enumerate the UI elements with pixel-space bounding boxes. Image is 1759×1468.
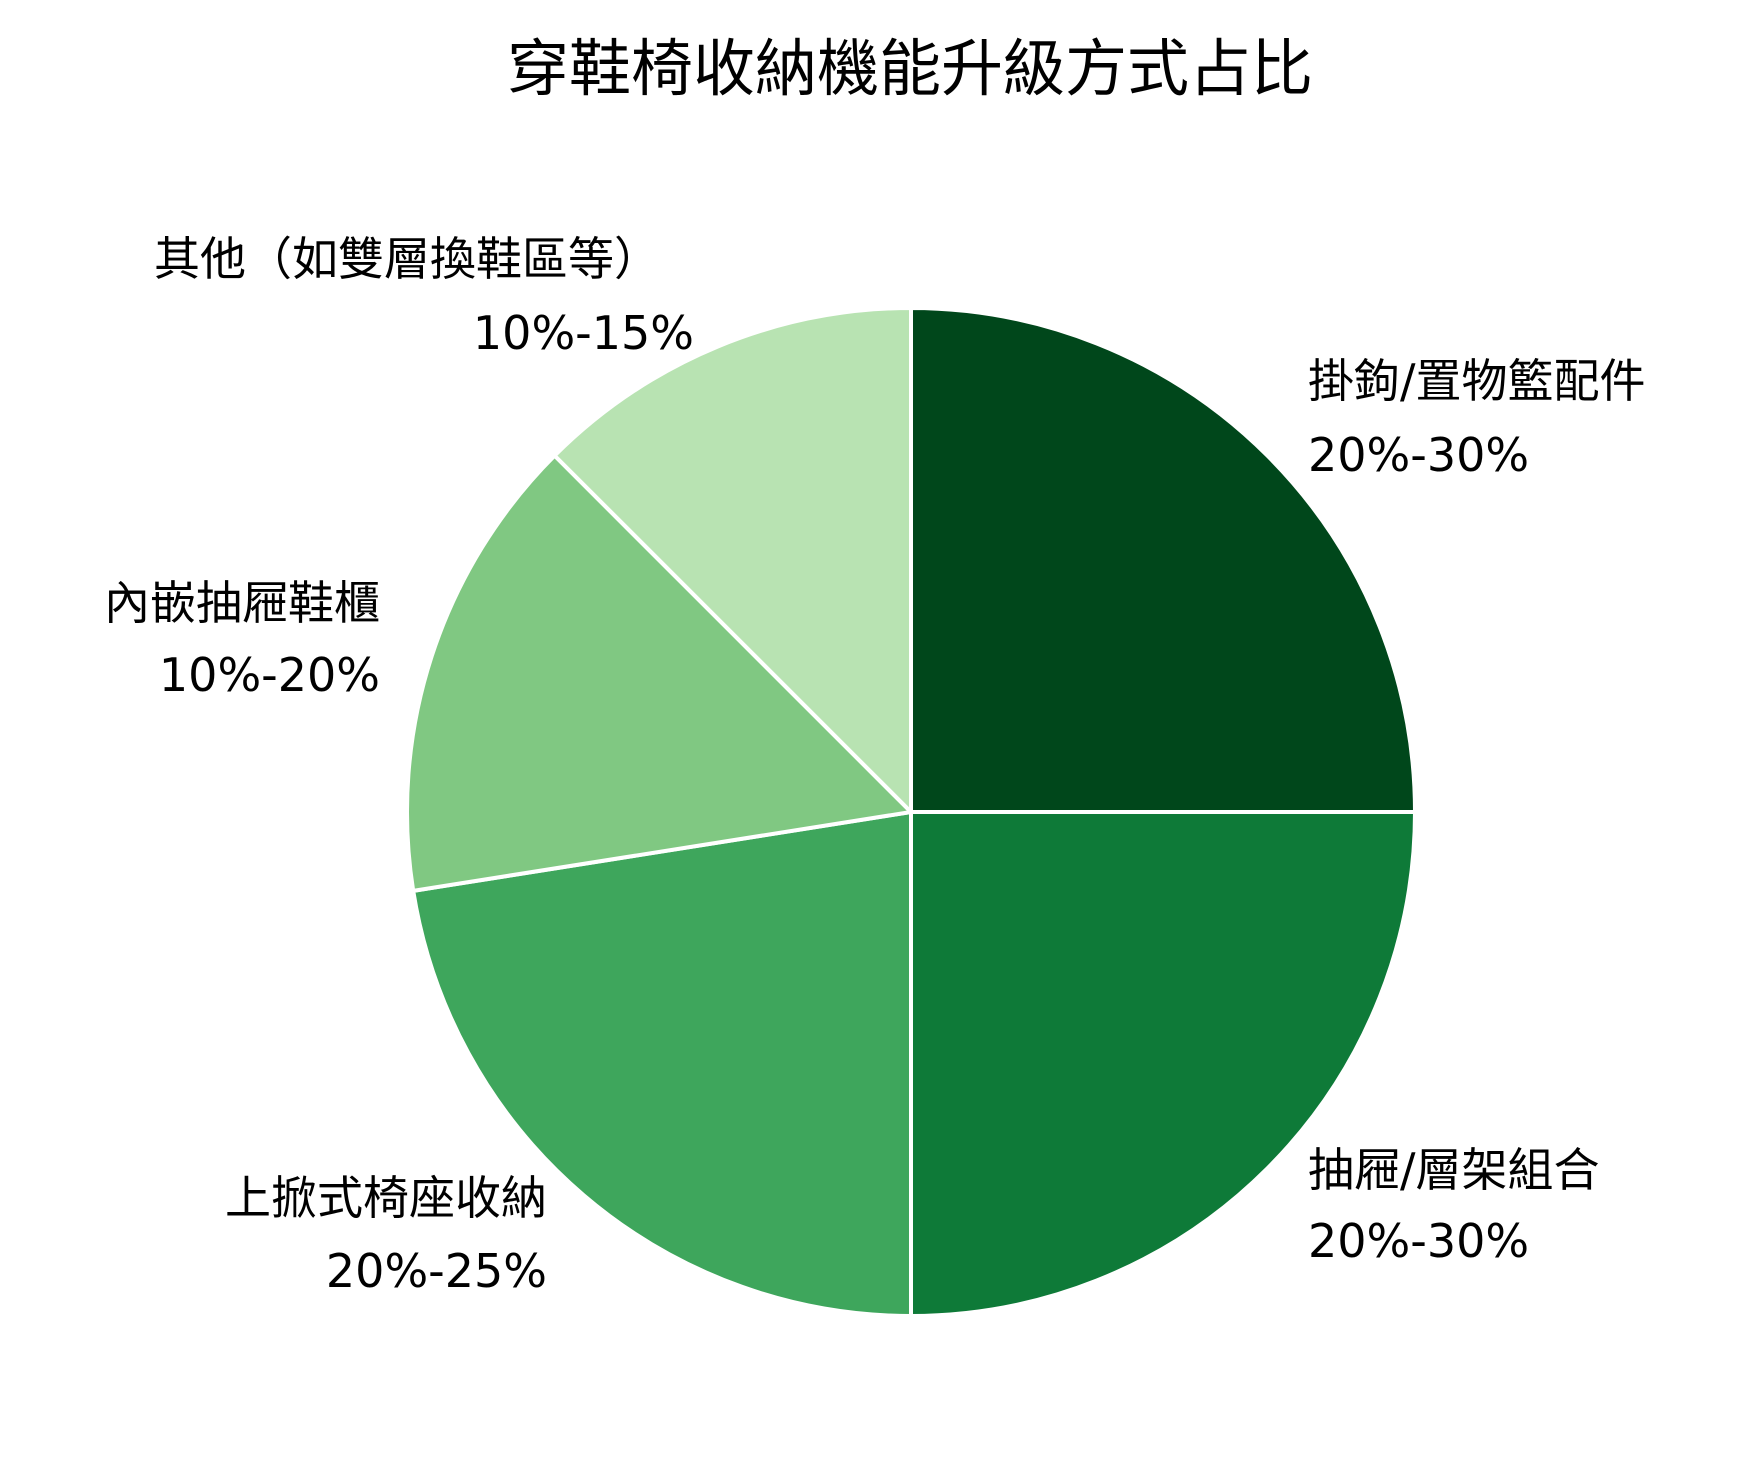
pie-slice-4 (552, 306, 913, 814)
slice-value-lift-seat: 20%-25% (326, 1244, 547, 1298)
chart-title: 穿鞋椅收納機能升級方式占比 (507, 32, 1313, 105)
slice-value-hooks: 20%-30% (1308, 428, 1529, 482)
slice-label-built-in-drawer: 內嵌抽屜鞋櫃 (104, 576, 380, 630)
pie-slice-1 (909, 810, 1417, 1318)
slice-value-built-in-drawer: 10%-20% (159, 648, 380, 702)
pie-slice-0 (909, 306, 1417, 814)
slice-label-hooks: 掛鉤/置物籃配件 (1308, 354, 1646, 408)
slice-value-drawer-shelf: 20%-30% (1308, 1214, 1529, 1268)
slice-label-other: 其他（如雙層換鞋區等） (154, 232, 660, 286)
slice-label-drawer-shelf: 抽屜/層架組合 (1308, 1143, 1600, 1197)
pie-slice-3 (405, 453, 913, 893)
pie-slice-2 (411, 810, 913, 1318)
slice-value-other: 10%-15% (473, 306, 694, 360)
slice-label-lift-seat: 上掀式椅座收納 (225, 1171, 547, 1225)
